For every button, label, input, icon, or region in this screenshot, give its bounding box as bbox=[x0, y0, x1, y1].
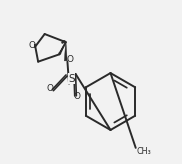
Text: O: O bbox=[47, 84, 54, 93]
Text: O: O bbox=[66, 55, 73, 64]
Text: CH₃: CH₃ bbox=[136, 147, 151, 156]
Text: O: O bbox=[29, 41, 36, 50]
Text: O: O bbox=[74, 92, 81, 101]
Text: S: S bbox=[68, 74, 75, 84]
Polygon shape bbox=[64, 42, 67, 61]
